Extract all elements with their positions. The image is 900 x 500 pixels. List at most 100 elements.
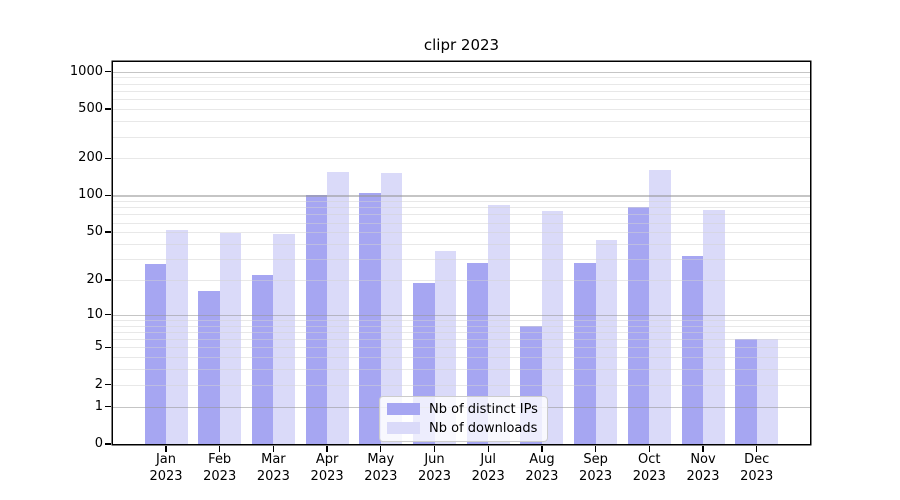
legend-swatch-downloads	[387, 422, 420, 434]
bar-distinct-ips-nov	[681, 255, 703, 444]
x-tick-label-sep: Sep 2023	[579, 452, 613, 484]
y-tick-10	[105, 314, 111, 316]
y-gridline-minor-30	[113, 258, 810, 260]
bar-downloads-jan	[166, 230, 188, 444]
bar-downloads-nov	[703, 209, 725, 444]
chart-title: clipr 2023	[423, 36, 500, 54]
y-gridline-minor-70	[113, 214, 810, 216]
x-tick-label-oct: Oct 2023	[632, 452, 666, 484]
x-tick-jun	[433, 445, 436, 452]
y-gridline-minor-20	[113, 279, 810, 281]
x-tick-may	[380, 445, 382, 452]
x-tick-nov	[702, 445, 704, 452]
y-gridline-minor-80	[113, 207, 810, 209]
y-gridline-minor-500	[113, 109, 810, 111]
x-tick-feb	[219, 445, 221, 452]
y-gridline-minor-700	[113, 90, 810, 92]
bar-downloads-dec	[756, 339, 779, 444]
bar-downloads-sep	[595, 240, 618, 444]
y-gridline-minor-2	[113, 384, 810, 386]
y-tick-label-2: 2	[94, 376, 103, 392]
bar-distinct-ips-jan	[144, 264, 166, 444]
y-tick-1	[105, 405, 111, 408]
bar-distinct-ips-apr	[305, 195, 328, 444]
legend-item-distinct-ips: Nb of distinct IPs	[387, 401, 538, 417]
y-tick-label-500: 500	[78, 101, 103, 117]
y-gridline-minor-8	[113, 325, 810, 327]
y-gridline-minor-3	[113, 369, 810, 371]
y-gridline-minor-900	[113, 77, 810, 79]
y-gridline-major-1000	[113, 71, 810, 73]
bar-distinct-ips-sep	[574, 262, 596, 444]
y-gridline-minor-7	[113, 331, 810, 333]
y-tick-label-5: 5	[94, 339, 103, 355]
y-tick-50	[105, 231, 111, 233]
y-tick-label-10: 10	[86, 306, 103, 322]
y-gridline-minor-50	[113, 232, 810, 234]
y-tick-label-50: 50	[86, 224, 103, 240]
bar-distinct-ips-feb	[198, 291, 220, 444]
x-tick-label-jan: Jan 2023	[149, 452, 183, 484]
x-tick-label-jun: Jun 2023	[417, 452, 452, 484]
y-tick-20	[105, 279, 111, 281]
bar-downloads-apr	[327, 171, 349, 444]
y-tick-100	[105, 194, 111, 197]
bar-downloads-jul	[488, 204, 510, 444]
bar-distinct-ips-may	[359, 192, 381, 444]
y-tick-0	[105, 443, 111, 445]
x-tick-jul	[487, 445, 489, 452]
y-tick-label-200: 200	[78, 150, 103, 166]
x-tick-label-nov: Nov 2023	[686, 452, 720, 484]
legend-swatch-distinct-ips	[387, 403, 420, 415]
y-tick-2	[105, 384, 111, 386]
y-tick-label-20: 20	[86, 271, 103, 287]
y-gridline-minor-600	[113, 99, 810, 101]
y-tick-1000	[105, 71, 111, 73]
y-gridline-minor-400	[113, 121, 810, 123]
y-gridline-minor-6	[113, 339, 810, 341]
y-gridline-minor-90	[113, 200, 810, 202]
y-gridline-minor-4	[113, 357, 810, 359]
x-tick-label-dec: Dec 2023	[740, 452, 774, 484]
x-tick-label-mar: Mar 2023	[256, 452, 290, 484]
y-tick-5	[105, 346, 111, 349]
x-tick-mar	[272, 445, 275, 452]
bar-distinct-ips-mar	[251, 275, 274, 444]
x-tick-apr	[326, 445, 328, 452]
bar-distinct-ips-dec	[735, 339, 757, 444]
x-tick-label-aug: Aug 2023	[525, 452, 559, 484]
y-gridline-major-10	[113, 314, 810, 316]
y-gridline-minor-200	[113, 158, 810, 160]
x-tick-oct	[648, 445, 650, 452]
y-tick-label-0: 0	[94, 436, 103, 451]
y-tick-label-1: 1	[94, 398, 103, 414]
legend-label-downloads: Nb of downloads	[429, 420, 538, 436]
y-gridline-minor-9	[113, 319, 810, 321]
y-gridline-minor-60	[113, 222, 810, 224]
y-tick-200	[105, 157, 111, 159]
plot-area	[113, 62, 810, 444]
y-gridline-minor-40	[113, 243, 810, 245]
x-tick-label-may: May 2023	[364, 452, 398, 484]
y-gridline-minor-300	[113, 136, 810, 138]
x-tick-dec	[756, 445, 758, 452]
bar-downloads-may	[380, 172, 403, 444]
x-tick-sep	[594, 445, 597, 452]
x-tick-label-feb: Feb 2023	[203, 452, 237, 484]
y-gridline-minor-5	[113, 347, 810, 349]
y-tick-label-100: 100	[78, 187, 103, 203]
y-tick-label-1000: 1000	[69, 63, 103, 79]
x-tick-jan	[165, 445, 167, 452]
x-tick-aug	[541, 445, 543, 452]
legend-item-downloads: Nb of downloads	[387, 420, 538, 436]
bar-downloads-oct	[649, 170, 671, 444]
legend: Nb of distinct IPs Nb of downloads	[379, 396, 548, 442]
y-gridline-minor-800	[113, 83, 810, 85]
y-gridline-major-100	[113, 195, 810, 197]
legend-label-distinct-ips: Nb of distinct IPs	[429, 401, 538, 417]
bar-downloads-feb	[219, 233, 242, 444]
x-tick-label-jul: Jul 2023	[471, 452, 505, 484]
x-tick-label-apr: Apr 2023	[310, 452, 344, 484]
y-tick-500	[105, 108, 111, 110]
